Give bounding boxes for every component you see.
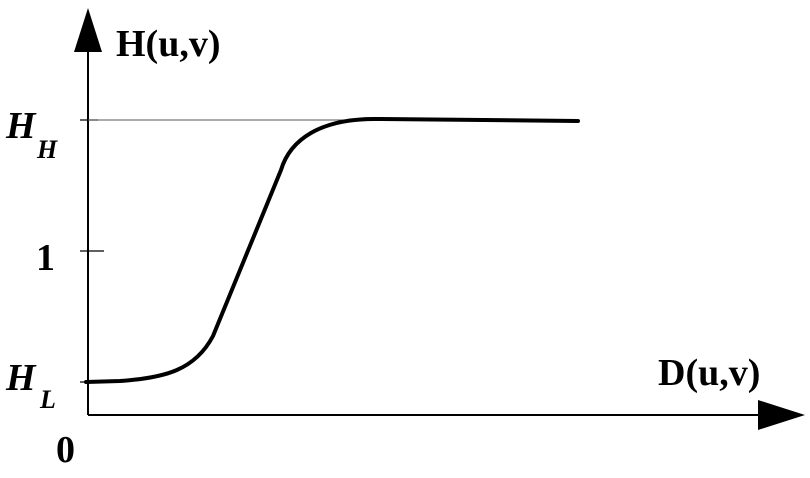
level-high-sub: H bbox=[36, 135, 58, 164]
origin-label: 0 bbox=[56, 429, 75, 471]
x-axis-label: D(u,v) bbox=[658, 352, 760, 394]
x-axis-arrow-icon bbox=[758, 400, 805, 430]
transfer-curve bbox=[84, 116, 580, 384]
y-axis-arrow-icon bbox=[74, 8, 102, 52]
y-axis-label: H(u,v) bbox=[116, 23, 221, 65]
level-high-main: H bbox=[5, 105, 37, 147]
tick-one-label: 1 bbox=[36, 237, 55, 279]
level-low-label: H L bbox=[5, 357, 56, 414]
level-low-main: H bbox=[5, 357, 37, 399]
level-high-label: H H bbox=[5, 105, 58, 164]
level-low-sub: L bbox=[39, 385, 56, 414]
